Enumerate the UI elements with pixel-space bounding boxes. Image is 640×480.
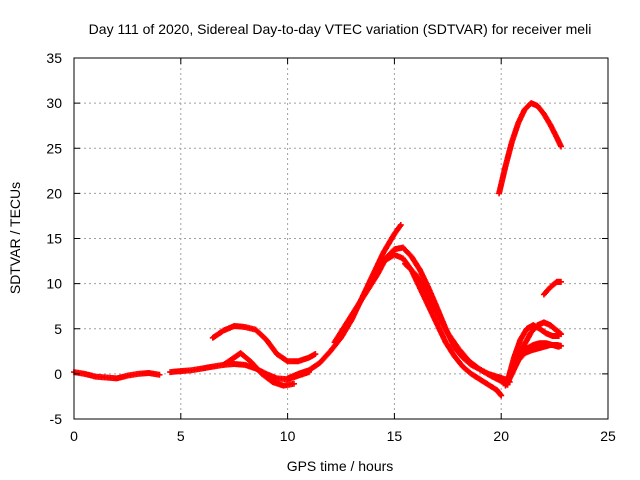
data-point [558, 143, 565, 150]
series-track-7 [380, 251, 505, 399]
x-tick-label: 0 [70, 428, 78, 444]
data-point [558, 278, 565, 285]
y-tick-label: 10 [46, 276, 62, 292]
y-tick-label: 5 [54, 321, 62, 337]
series-track-6 [331, 244, 513, 385]
data-point [555, 332, 562, 339]
series-track-10 [540, 278, 565, 298]
x-tick-label: 20 [493, 428, 509, 444]
grid [74, 58, 608, 419]
x-tick-label: 5 [177, 428, 185, 444]
data-point [397, 221, 404, 228]
y-tick-labels: -5 0 5 10 15 20 25 30 35 [46, 50, 62, 427]
data-point [558, 342, 565, 349]
y-axis-label: SDTVAR / TECUs [7, 182, 23, 294]
y-tick-label: 35 [46, 50, 62, 66]
x-tick-labels: 0 5 10 15 20 25 [70, 428, 616, 444]
x-tick-label: 15 [387, 428, 403, 444]
y-tick-label: 25 [46, 140, 62, 156]
series-track-8 [402, 260, 511, 388]
x-tick-label: 10 [280, 428, 296, 444]
series-track-9 [496, 100, 565, 197]
y-tick-label: -5 [50, 411, 63, 427]
y-tick-label: 0 [54, 366, 62, 382]
data-series [71, 100, 565, 399]
x-axis-label: GPS time / hours [287, 458, 394, 474]
series-track-14 [504, 322, 562, 385]
data-point [156, 371, 163, 378]
x-tick-label: 25 [600, 428, 616, 444]
y-tick-label: 15 [46, 231, 62, 247]
axis-ticks [73, 57, 609, 420]
chart-title: Day 111 of 2020, Sidereal Day-to-day VTE… [89, 21, 592, 37]
y-tick-label: 20 [46, 185, 62, 201]
series-track-1 [71, 369, 163, 382]
y-tick-label: 30 [46, 95, 62, 111]
data-point [312, 351, 319, 358]
data-point [498, 392, 505, 399]
series-track-4 [220, 350, 298, 389]
series-track-3 [209, 323, 319, 365]
data-point [291, 380, 298, 387]
